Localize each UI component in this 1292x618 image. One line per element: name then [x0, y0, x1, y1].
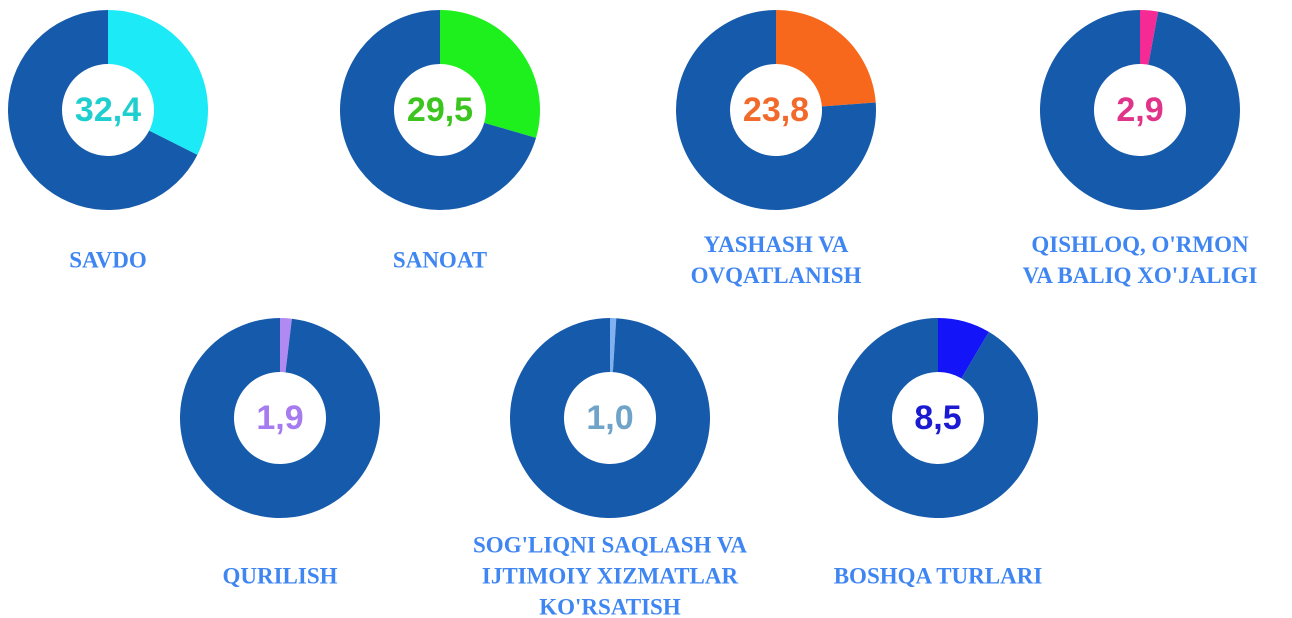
- value-label: 2,9: [1116, 91, 1163, 129]
- donut-segment: [179, 317, 380, 518]
- category-label: SOG'LIQNI SAQLASH VA: [473, 532, 747, 557]
- category-label: KO'RSATISH: [539, 594, 681, 618]
- category-label: SAVDO: [69, 247, 147, 272]
- donut-segment: [610, 318, 617, 373]
- category-label: QURILISH: [222, 563, 337, 588]
- donut-chart: 1,9 QURILISH: [179, 317, 380, 588]
- category-label: BOSHQA TURLARI: [834, 563, 1043, 588]
- donut-chart: 32,4 SAVDO: [7, 10, 208, 272]
- donut-segment: [440, 10, 540, 138]
- value-label: 29,5: [407, 91, 473, 129]
- category-label: SANOAT: [393, 247, 487, 272]
- donut-segment: [938, 318, 989, 379]
- category-label: VA BALIQ XO'JALIGI: [1023, 263, 1258, 288]
- donut-segment: [675, 10, 876, 210]
- donut-segment: [280, 318, 292, 373]
- donut-chart: 2,9 QISHLOQ, O'RMON VA BALIQ XO'JALIGI: [1023, 10, 1258, 288]
- value-label: 8,5: [914, 399, 961, 437]
- donut-segment: [509, 317, 710, 518]
- donut-chart: 23,8 YASHASH VA OVQATLANISH: [675, 10, 876, 288]
- category-label: OVQATLANISH: [691, 263, 862, 288]
- donut-segment: [7, 10, 198, 211]
- donut-chart: 1,0 SOG'LIQNI SAQLASH VA IJTIMOIY XIZMATLA…: [473, 317, 747, 618]
- category-label: IJTIMOIY XIZMATLAR: [482, 563, 739, 588]
- donut-segment: [837, 317, 1038, 518]
- donut-chart: 8,5 BOSHQA TURLARI: [834, 317, 1043, 588]
- value-label: 1,0: [586, 399, 633, 437]
- donut-chart: 29,5 SANOAT: [340, 10, 540, 272]
- value-label: 23,8: [743, 91, 809, 129]
- donut-segment: [108, 10, 208, 155]
- category-label: YASHASH VA: [704, 232, 849, 257]
- value-label: 32,4: [75, 91, 141, 129]
- donut-segment: [1040, 10, 1240, 210]
- donut-segment: [340, 10, 537, 210]
- donut-segment: [776, 10, 876, 107]
- donut-segment: [1140, 10, 1159, 65]
- value-label: 1,9: [256, 399, 303, 437]
- category-label: QISHLOQ, O'RMON: [1031, 232, 1249, 257]
